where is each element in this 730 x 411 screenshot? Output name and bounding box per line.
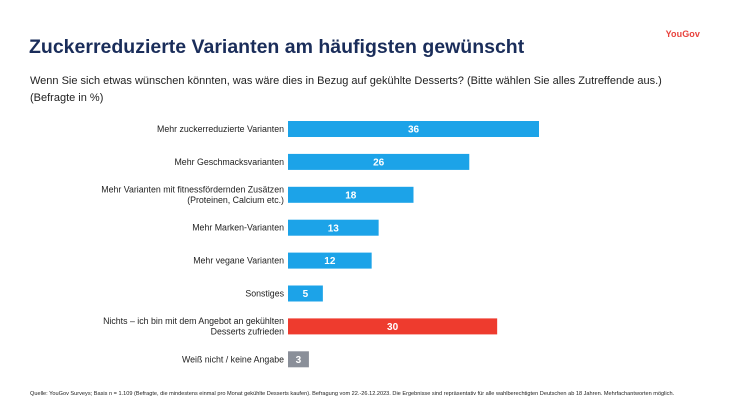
category-label: Nichts – ich bin mit dem Angebot an gekü… [103,316,284,326]
category-label: Weiß nicht / keine Angabe [182,354,284,364]
question-text: Wenn Sie sich etwas wünschen könnten, wa… [30,75,662,87]
bar [288,121,539,137]
bar [288,252,372,269]
category-label: Desserts zufrieden [211,327,284,337]
category-label: Mehr Varianten mit fitnessfördernden Zus… [101,185,284,195]
yougov-logo: YouGov [665,29,700,39]
source-note: Quelle: YouGov Surveys; Basis n = 1.109 … [30,391,675,397]
bar [288,351,309,368]
bar-value-label: 5 [303,289,309,300]
bar-value-label: 12 [324,256,336,267]
bar-value-label: 18 [345,190,357,201]
bar-value-label: 30 [387,322,399,333]
bar [288,186,414,203]
category-label: Sonstiges [245,289,284,299]
category-label: (Proteinen, Calcium etc.) [187,195,284,205]
category-label: Mehr Geschmacksvarianten [174,157,284,167]
category-label: Mehr zuckerreduzierte Varianten [157,124,284,134]
survey-question: Wenn Sie sich etwas wünschen könnten, wa… [30,73,720,107]
bar-value-label: 36 [408,125,420,136]
category-label: Mehr vegane Varianten [193,256,284,266]
bar [288,153,470,170]
unit-note: (Befragte in %) [30,92,104,104]
bar-value-label: 13 [328,223,340,234]
category-label: Mehr Marken-Varianten [192,223,284,233]
bar [288,318,498,335]
bar [288,285,323,302]
bar [288,219,379,236]
bar-value-label: 3 [296,355,302,366]
bar-value-label: 26 [373,158,385,169]
page-title: Zuckerreduzierte Varianten am häufigsten… [29,36,525,58]
